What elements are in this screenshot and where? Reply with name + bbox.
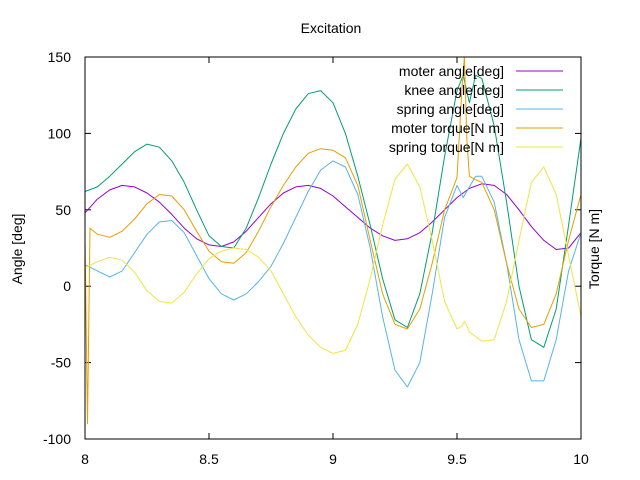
series-line-1 — [84, 74, 582, 348]
legend-label: moter torque[N m] — [391, 120, 504, 136]
x-tick-label: 10 — [573, 451, 589, 467]
legend: moter angle[deg] knee angle[deg] spring an… — [389, 63, 563, 155]
plot-area — [84, 56, 582, 425]
series-line-2 — [84, 160, 582, 388]
y2-axis-label: Torque [N m] — [586, 209, 602, 289]
y-tick-label: 0 — [63, 278, 71, 294]
legend-label: spring torque[N m] — [389, 139, 504, 155]
x-tick-label: 8 — [81, 451, 89, 467]
x-tick-label: 8.5 — [199, 451, 219, 467]
y-tick-label: -100 — [43, 431, 71, 447]
series-line-0 — [84, 183, 582, 250]
y-tick-label: -50 — [51, 355, 71, 371]
y-tick-label: 100 — [48, 125, 72, 141]
series-line-4 — [84, 163, 582, 354]
y-tick-label: 50 — [55, 202, 71, 218]
chart-title: Excitation — [301, 20, 362, 36]
x-tick-label: 9 — [329, 451, 337, 467]
series-line-3 — [84, 56, 582, 425]
x-tick-label: 9.5 — [447, 451, 467, 467]
legend-label: knee angle[deg] — [404, 82, 504, 98]
y-tick-label: 150 — [48, 49, 72, 65]
legend-label: spring angle[deg] — [397, 101, 504, 117]
plot-frame — [84, 56, 582, 440]
legend-label: moter angle[deg] — [399, 63, 504, 79]
axis-ticks: 8 8.5 9 9.5 10 -100 -50 0 50 100 150 — [43, 49, 589, 467]
y-axis-label: Angle [deg] — [9, 214, 25, 285]
